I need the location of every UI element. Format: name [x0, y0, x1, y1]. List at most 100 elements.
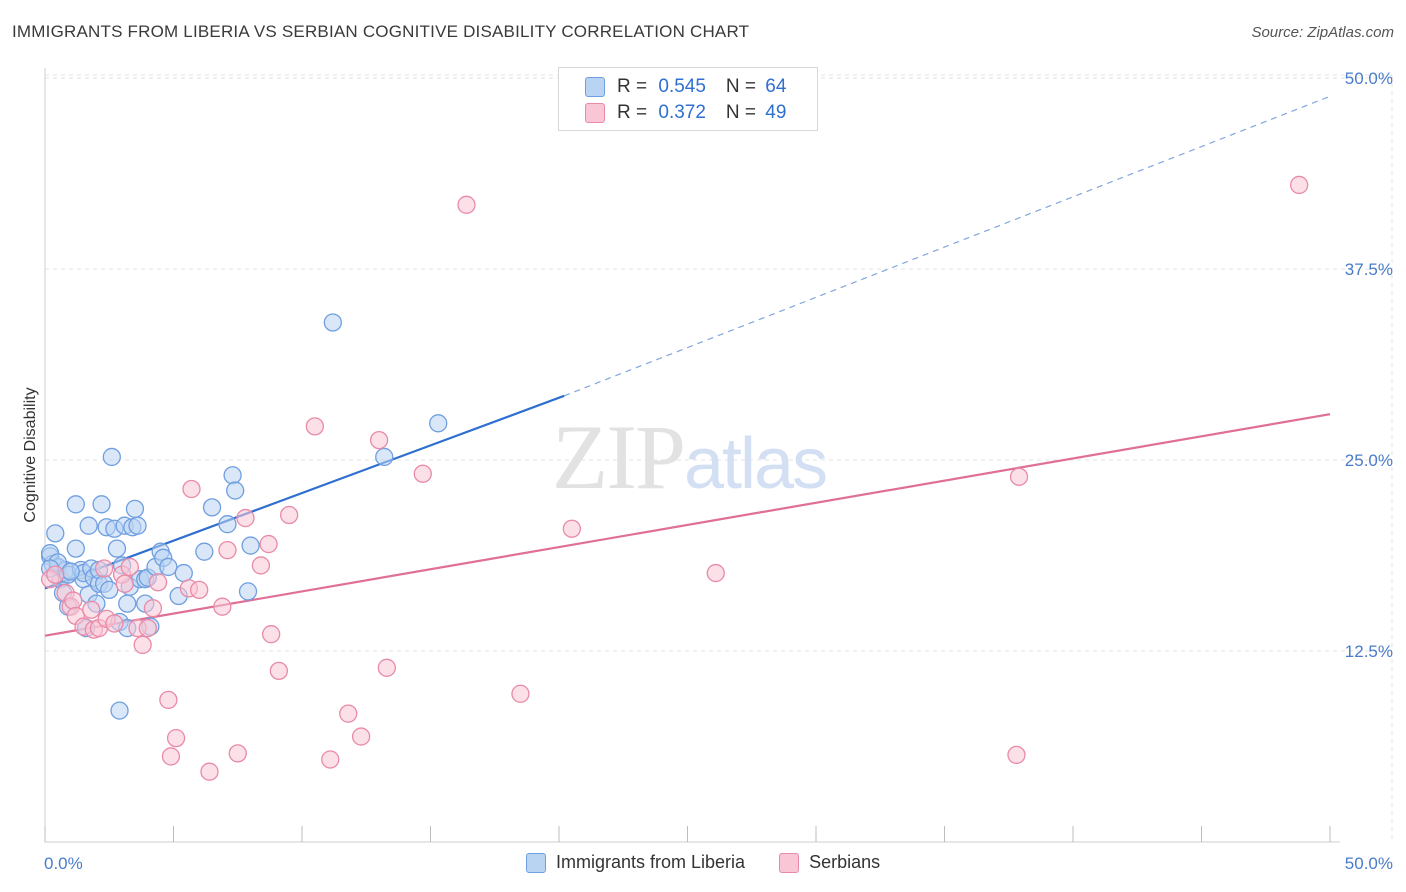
y-tick-labels: 12.5% 25.0% 37.5% 50.0%	[1345, 69, 1393, 661]
axes	[44, 68, 1340, 843]
data-point-liberia	[375, 447, 394, 467]
data-point-liberia	[102, 447, 121, 467]
data-point-liberia	[125, 499, 145, 519]
data-point-serbians	[706, 563, 725, 583]
legend-n-label: N =	[725, 102, 762, 123]
data-points	[40, 175, 1309, 781]
data-point-serbians	[166, 728, 186, 748]
legend-r-value: 0.545	[658, 76, 706, 97]
data-point-serbians	[236, 508, 255, 528]
data-point-serbians	[413, 464, 432, 483]
data-point-liberia	[323, 313, 342, 332]
watermark-atlas: atlas	[684, 424, 828, 504]
data-point-liberia	[226, 481, 245, 500]
data-point-serbians	[269, 661, 289, 681]
data-point-serbians	[279, 505, 299, 525]
data-point-serbians	[218, 541, 237, 560]
legend-row-liberia: R = 0.545 N = 64	[585, 75, 786, 99]
data-point-serbians	[562, 519, 581, 538]
series-swatch-serbians	[779, 852, 800, 873]
data-point-liberia	[118, 594, 137, 613]
data-point-liberia	[218, 515, 237, 534]
data-point-serbians	[159, 690, 178, 710]
data-point-liberia	[79, 516, 98, 535]
data-point-liberia	[202, 498, 222, 517]
data-point-serbians	[339, 704, 358, 723]
data-point-liberia	[159, 557, 178, 577]
legend-n-label: N =	[725, 76, 762, 97]
data-point-serbians	[105, 614, 124, 633]
trend-lines	[44, 95, 1331, 637]
data-point-serbians	[213, 597, 232, 616]
data-point-serbians	[1290, 175, 1309, 195]
y-tick-label: 12.5%	[1345, 642, 1393, 661]
series-swatch-liberia	[526, 852, 546, 873]
data-point-serbians	[1009, 467, 1029, 486]
data-point-liberia	[238, 582, 258, 601]
data-point-serbians	[351, 727, 371, 746]
data-point-serbians	[511, 684, 530, 703]
x-tick-label: 0.0%	[44, 854, 83, 873]
data-point-liberia	[66, 539, 85, 558]
data-point-serbians	[377, 658, 396, 677]
data-point-liberia	[66, 495, 85, 514]
trend-line-serbians	[44, 413, 1331, 637]
chart-title: IMMIGRANTS FROM LIBERIA VS SERBIAN COGNI…	[12, 22, 750, 41]
data-point-serbians	[143, 599, 163, 618]
data-point-serbians	[251, 556, 271, 575]
data-point-serbians	[138, 618, 157, 638]
legend-r-value: 0.372	[658, 102, 706, 123]
data-point-serbians	[262, 625, 281, 644]
series-label-serbians: Serbians	[809, 852, 881, 872]
y-tick-label: 25.0%	[1345, 451, 1393, 470]
data-point-serbians	[457, 195, 476, 214]
data-point-serbians	[305, 417, 325, 436]
data-point-serbians	[115, 574, 134, 593]
data-point-serbians	[82, 600, 101, 619]
legend-r-label: R =	[617, 102, 653, 123]
data-point-liberia	[46, 524, 65, 543]
trend-line-liberia-extension	[563, 95, 1331, 397]
data-point-serbians	[182, 479, 201, 499]
data-point-serbians	[1007, 745, 1026, 765]
watermark: ZIPatlas	[552, 404, 828, 510]
legend-row-serbians: R = 0.372 N = 49	[585, 101, 786, 125]
data-point-liberia	[107, 539, 127, 558]
y-tick-label: 37.5%	[1345, 260, 1393, 279]
data-point-liberia	[61, 562, 80, 581]
data-point-liberia	[429, 414, 448, 433]
data-point-serbians	[321, 750, 340, 769]
data-point-serbians	[190, 580, 209, 600]
data-point-serbians	[200, 762, 219, 781]
data-point-serbians	[259, 534, 278, 554]
source-label: Source: ZipAtlas.com	[1251, 24, 1394, 41]
data-point-serbians	[161, 747, 181, 766]
legend-swatch-liberia	[585, 77, 605, 97]
data-point-liberia	[92, 495, 111, 514]
data-point-liberia	[110, 701, 129, 720]
data-point-liberia	[100, 580, 119, 600]
data-point-liberia	[174, 563, 193, 583]
data-point-liberia	[241, 536, 260, 555]
legend-swatch-serbians	[585, 103, 605, 123]
series-label-liberia: Immigrants from Liberia	[556, 852, 746, 872]
data-point-serbians	[64, 591, 83, 610]
data-point-serbians	[94, 559, 114, 578]
data-point-serbians	[148, 573, 168, 592]
data-point-liberia	[195, 542, 214, 561]
legend-n-value: 64	[765, 76, 787, 97]
legend-n-value: 49	[765, 102, 787, 123]
y-tick-label: 50.0%	[1345, 69, 1393, 88]
x-tick-label: 50.0%	[1345, 854, 1393, 873]
trend-line-liberia	[44, 394, 565, 590]
series-legend: Immigrants from Liberia Serbians	[526, 852, 880, 873]
data-point-serbians	[46, 565, 65, 584]
correlation-legend: R = 0.545 N = 64 R = 0.372 N = 49	[558, 67, 818, 131]
data-point-serbians	[133, 635, 152, 655]
data-point-serbians	[228, 744, 247, 763]
data-point-liberia	[128, 516, 147, 535]
data-point-liberia	[223, 466, 242, 485]
legend-r-label: R =	[617, 76, 653, 97]
data-point-serbians	[120, 557, 139, 577]
